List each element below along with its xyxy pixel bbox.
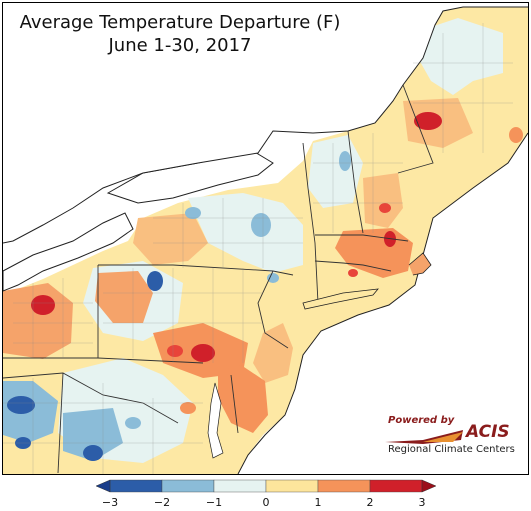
canada-border (3, 6, 528, 244)
chesapeake-bay (207, 382, 224, 459)
legend-swatch (369, 479, 423, 493)
powered-by-text: Powered by (388, 415, 455, 426)
acis-logo-swoosh (385, 430, 463, 444)
region-warm-pa-central (95, 271, 153, 323)
cool-spot-vt (339, 151, 351, 171)
region-cool-wv-2 (63, 408, 123, 461)
map-subtitle: June 1-30, 2017 (108, 35, 252, 56)
long-island (302, 288, 379, 310)
legend-tick-label: 2 (366, 496, 374, 509)
regional-climate-centers-text: Regional Climate Centers (388, 444, 515, 455)
cape-cod (408, 252, 432, 276)
coastline (237, 132, 528, 474)
hot-spot-nh (379, 203, 391, 213)
legend-swatch (109, 479, 163, 493)
hot-spot-pa-west (31, 295, 55, 315)
region-neutral-vt (308, 135, 363, 208)
legend-tick-label: −1 (205, 496, 223, 509)
county-borders (3, 23, 513, 474)
region-warm-pa-west (3, 283, 73, 359)
hot-spot-maine-east (509, 127, 523, 143)
legend-swatch (317, 479, 371, 493)
temperature-departure-map (3, 3, 528, 474)
region-warm-west-ny (133, 213, 208, 265)
legend-tick-label: 0 (262, 496, 270, 509)
color-legend (96, 479, 436, 493)
cool-spot-ny-east (267, 273, 279, 283)
cool-spot-adirondack (251, 213, 271, 237)
hot-spot-ct (348, 269, 358, 277)
atlantic-ocean (238, 133, 528, 474)
cold-spot-wv-2 (83, 445, 103, 461)
hot-spot-va (180, 402, 196, 414)
region-warm-delmarva (218, 365, 268, 433)
region-warm-nj (253, 323, 293, 383)
region-neutral-maine (418, 18, 503, 95)
acis-logo-text: ACIS (466, 422, 510, 442)
legend-arrow-right (421, 479, 436, 493)
legend-tick-label: −2 (153, 496, 171, 509)
cold-spot-pa (147, 271, 163, 291)
hot-spot-pa-east-2 (167, 345, 183, 357)
lake-erie (3, 212, 134, 292)
legend-swatch (265, 479, 319, 493)
legend-swatch (161, 479, 215, 493)
cool-spot-ny-west (185, 207, 201, 219)
cold-spot-wv (7, 396, 35, 414)
map-title: Average Temperature Departure (F) (19, 12, 341, 33)
canada-region (3, 3, 528, 243)
map-frame (2, 2, 529, 475)
hot-spot-pa-east (191, 344, 215, 362)
legend-arrow-left (96, 479, 111, 493)
legend-tick-label: −3 (101, 496, 119, 509)
hot-spot-maine (414, 112, 442, 130)
region-neutral-adirondack (188, 193, 303, 273)
legend-tick-label: 1 (314, 496, 322, 509)
legend-swatch (213, 479, 267, 493)
cool-spot-va-2 (125, 417, 141, 429)
legend-tick-label: 3 (418, 496, 426, 509)
